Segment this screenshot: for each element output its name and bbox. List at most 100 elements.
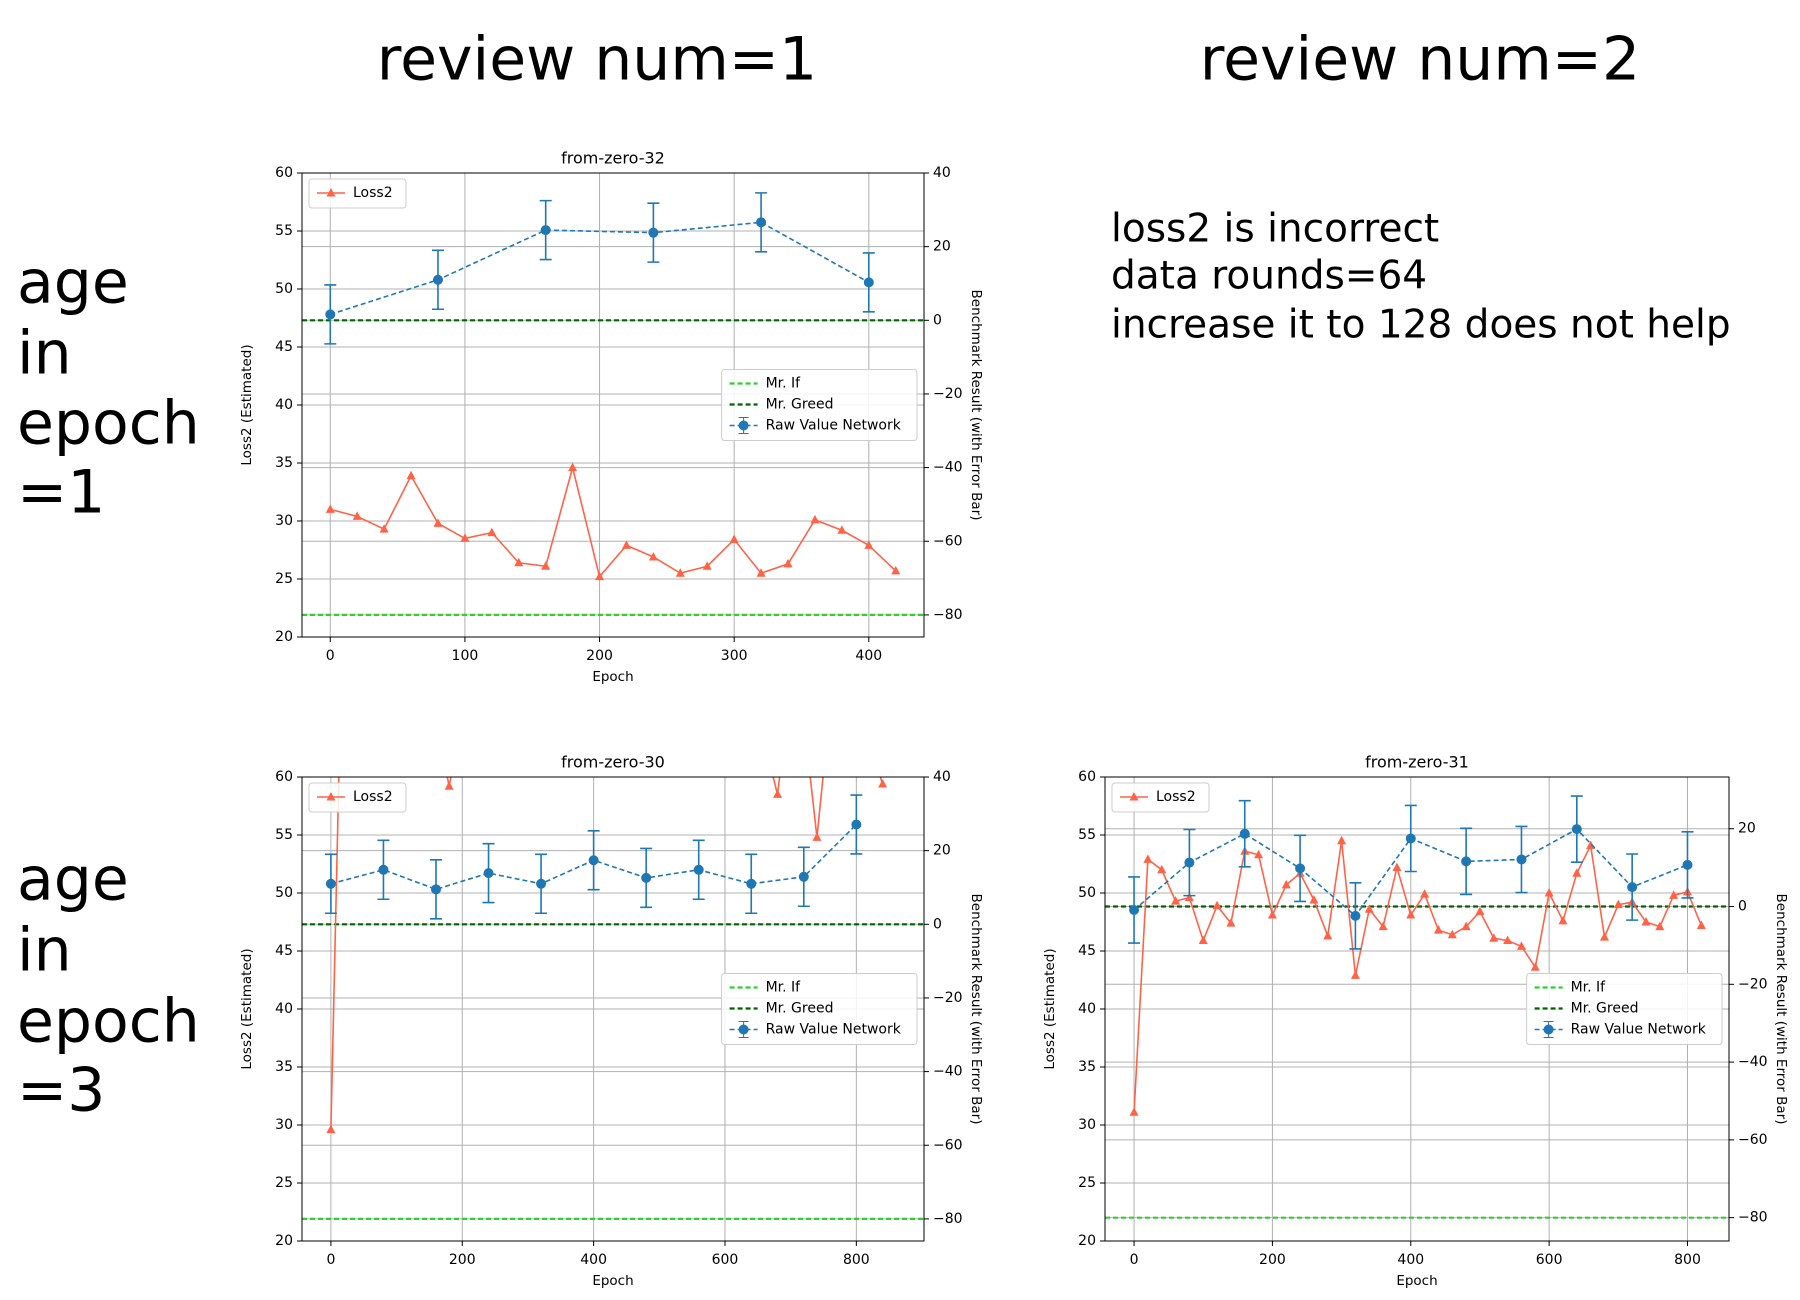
- error-bar: [1681, 831, 1694, 899]
- point: [799, 714, 808, 723]
- x-tick-label: 800: [843, 1252, 870, 1268]
- legend-box: [721, 369, 918, 441]
- error-bar: [647, 202, 660, 263]
- x-tick-label: 200: [586, 648, 613, 664]
- y2-axis-label: Benchmark Result (with Error Bar): [968, 894, 984, 1125]
- row-label: age: [17, 248, 129, 318]
- column-title: review num=2: [1200, 25, 1640, 95]
- point: [839, 679, 848, 688]
- point: [431, 714, 440, 723]
- error-bar: [431, 249, 444, 311]
- legend-label: Loss2: [1156, 789, 1196, 805]
- point: [576, 702, 585, 711]
- point: [595, 571, 605, 581]
- point: [1337, 835, 1347, 845]
- point: [864, 540, 874, 549]
- y2-tick-label: 0: [933, 916, 942, 932]
- point: [326, 1124, 336, 1134]
- point: [1143, 854, 1153, 863]
- point: [1447, 929, 1457, 939]
- point: [1641, 917, 1651, 926]
- legend-marker: [738, 420, 749, 431]
- series-line: [1133, 840, 1703, 1113]
- series-line: [330, 221, 870, 316]
- x-tick-label: 200: [1259, 1252, 1286, 1268]
- y2-tick-label: −20: [933, 386, 963, 402]
- x-tick-label: 0: [326, 1252, 335, 1268]
- point: [444, 781, 454, 790]
- point: [1406, 910, 1416, 919]
- y-tick-label: 45: [275, 943, 293, 959]
- point: [760, 737, 769, 746]
- y2-tick-label: 20: [1738, 821, 1756, 837]
- x-tick-label: 300: [721, 648, 748, 664]
- row-label: epoch: [17, 987, 200, 1057]
- x-tick-label: 400: [855, 648, 882, 664]
- error-bar: [850, 794, 863, 855]
- legend-marker: [1129, 792, 1139, 801]
- y-axis-label: Loss2 (Estimated): [1042, 948, 1058, 1069]
- legend-box: [721, 973, 918, 1045]
- y-tick-label: 35: [275, 1059, 293, 1075]
- chart-title: from-zero-31: [1365, 753, 1469, 772]
- point: [418, 691, 427, 700]
- point: [810, 514, 820, 524]
- point: [702, 561, 712, 570]
- point: [756, 568, 766, 577]
- point: [1378, 921, 1388, 931]
- y2-axis-label: Benchmark Result (with Error Bar): [1773, 894, 1789, 1125]
- x-axis-label: Epoch: [592, 669, 633, 685]
- point: [563, 679, 572, 688]
- plot-area: [325, 217, 901, 581]
- column-title: review num=1: [377, 25, 817, 95]
- y-tick-label: 50: [275, 281, 293, 297]
- y2-tick-label: −60: [933, 1137, 963, 1153]
- note-line: data rounds=64: [1111, 254, 1427, 299]
- x-tick-label: 100: [452, 648, 479, 664]
- point: [1212, 900, 1222, 910]
- y2-tick-label: −80: [933, 607, 963, 623]
- point: [1461, 921, 1471, 931]
- point: [353, 598, 362, 607]
- row-label: in: [17, 916, 72, 986]
- point: [1364, 904, 1374, 913]
- error-bar: [377, 839, 390, 901]
- point: [694, 691, 703, 700]
- series-line: [330, 464, 897, 579]
- point: [1184, 892, 1194, 902]
- point: [514, 557, 524, 567]
- point: [568, 462, 578, 472]
- point: [541, 561, 551, 570]
- error-bar: [1183, 828, 1196, 897]
- point: [325, 504, 335, 513]
- y2-tick-label: 0: [1738, 899, 1747, 915]
- x-tick-label: 600: [712, 1252, 739, 1268]
- x-tick-label: 600: [1536, 1252, 1563, 1268]
- chart-title: from-zero-32: [561, 149, 665, 168]
- point: [1281, 879, 1291, 889]
- point: [1198, 935, 1208, 945]
- x-tick-label: 0: [326, 648, 335, 664]
- legend-label: Mr. Greed: [766, 1001, 834, 1017]
- y2-tick-label: 20: [933, 239, 951, 255]
- point: [523, 702, 532, 711]
- point: [487, 527, 497, 537]
- point: [865, 737, 874, 746]
- point: [379, 656, 388, 665]
- point: [707, 702, 716, 711]
- point: [537, 668, 546, 677]
- y-axis-label: Loss2 (Estimated): [239, 344, 255, 465]
- point: [1157, 864, 1167, 874]
- point: [460, 533, 470, 542]
- note-line: increase it to 128 does not help: [1111, 303, 1731, 348]
- point: [812, 832, 822, 841]
- x-tick-label: 200: [449, 1252, 476, 1268]
- y2-tick-label: 40: [933, 769, 951, 785]
- legend-label: Mr. Greed: [766, 397, 834, 413]
- legend-label: Loss2: [353, 185, 393, 201]
- error-bar: [1238, 799, 1251, 868]
- error-bar: [640, 847, 653, 909]
- x-tick-label: 800: [1674, 1252, 1701, 1268]
- y-tick-label: 25: [1078, 1175, 1096, 1191]
